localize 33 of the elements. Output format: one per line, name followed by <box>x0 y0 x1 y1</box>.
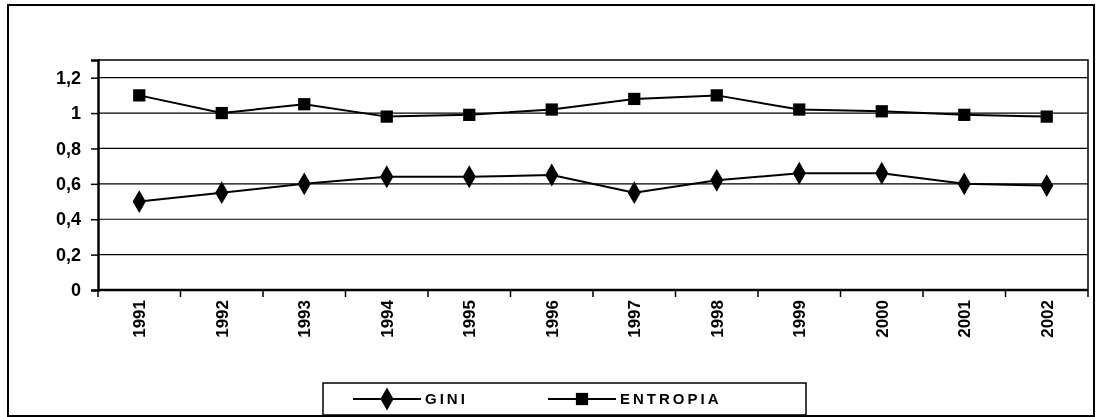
point <box>958 108 971 121</box>
x-tick-label: 2000 <box>872 300 892 338</box>
x-tick-label: 1992 <box>212 300 232 338</box>
point <box>793 103 806 116</box>
x-tick-label: 1999 <box>790 300 810 338</box>
point <box>463 108 476 121</box>
point <box>1040 110 1053 123</box>
x-tick-label: 1997 <box>625 300 645 338</box>
point <box>380 110 393 123</box>
point <box>133 89 146 102</box>
x-tick-label: 1994 <box>377 299 397 338</box>
y-tick-label: 0 <box>70 280 81 301</box>
y-tick-label: 0,6 <box>55 174 81 195</box>
legend-label: GINI <box>425 390 468 408</box>
x-tick-label: 1995 <box>460 300 480 338</box>
y-tick-label: 0,4 <box>55 209 81 230</box>
y-tick-label: 0,8 <box>55 138 81 159</box>
y-tick-label: 0,2 <box>55 244 81 265</box>
x-tick-label: 1991 <box>130 300 150 338</box>
point <box>875 105 888 118</box>
point <box>710 89 723 102</box>
point <box>298 98 311 111</box>
y-tick-label: 1,2 <box>55 67 81 88</box>
point <box>628 92 641 106</box>
y-tick-label: 1 <box>70 103 81 124</box>
point <box>545 103 558 116</box>
legend-label: ENTROPIA <box>620 390 722 408</box>
point <box>215 106 228 120</box>
x-tick-label: 1993 <box>295 300 315 338</box>
x-tick-label: 2001 <box>955 300 975 338</box>
x-tick-label: 2002 <box>1037 300 1057 338</box>
x-tick-label: 1996 <box>542 300 562 338</box>
x-tick-label: 1998 <box>707 300 727 338</box>
